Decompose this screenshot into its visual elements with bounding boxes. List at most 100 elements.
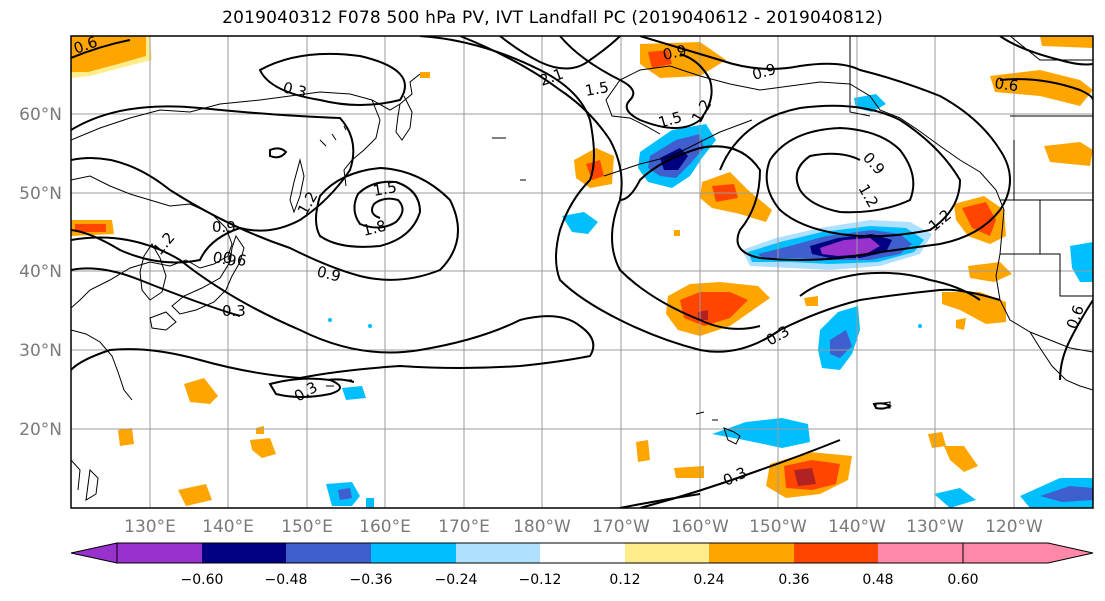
positive-anomaly-region	[420, 72, 430, 78]
contour-label: 1.5	[372, 178, 399, 200]
colorbar-tick-label: −0.48	[265, 572, 308, 588]
colorbar-swatch	[540, 543, 625, 563]
colorbar-tick-label: 0.60	[947, 572, 978, 588]
negative-anomaly-region	[562, 212, 598, 234]
colorbar-tick-label: −0.12	[519, 572, 562, 588]
colorbar-tick-label: 0.36	[778, 572, 809, 588]
positive-anomaly-region	[680, 292, 748, 326]
lon-tick-label: 140°E	[202, 517, 254, 537]
colorbar-tick-label: 0.24	[693, 572, 724, 588]
negative-anomaly-region	[366, 498, 374, 508]
negative-anomaly-region	[830, 330, 852, 358]
positive-anomaly-region	[256, 426, 264, 434]
negative-anomaly-region	[1070, 242, 1093, 282]
contour-label: 0.6	[221, 248, 248, 270]
positive-anomaly-region	[674, 466, 704, 478]
negative-anomaly-region	[918, 324, 922, 328]
lon-tick-label: 160°W	[671, 517, 729, 537]
lon-tick-label: 170°W	[592, 517, 650, 537]
contour-label: 0.9	[661, 41, 688, 64]
colorbar-swatch	[625, 543, 709, 563]
contour-labels: 0.6 0.3 0.9 1.5 2.1 1.5 0.9 1.2 0.9 1.2 …	[71, 36, 1088, 490]
lon-tick-label: 150°E	[281, 517, 333, 537]
colorbar-tick-label: −0.24	[435, 572, 478, 588]
contour-label: 0.9	[315, 262, 343, 285]
map-plot-area: 0.6 0.3 0.9 1.5 2.1 1.5 0.9 1.2 0.9 1.2 …	[71, 36, 1093, 508]
contour-label: 0.9	[212, 218, 236, 236]
lon-tick-label: 120°W	[985, 517, 1043, 537]
negative-anomaly-region	[934, 488, 976, 508]
positive-anomaly-region	[648, 50, 672, 68]
political-borders	[849, 36, 1093, 297]
positive-anomaly-region	[944, 446, 978, 472]
colorbar-swatch	[117, 543, 202, 563]
negative-anomaly-region	[820, 238, 880, 256]
negative-anomaly-region	[338, 488, 352, 500]
contour-label: 0.9	[211, 248, 238, 270]
negative-anomaly-region	[712, 418, 810, 448]
lon-axis: 130°E 140°E 150°E 160°E 170°E 180°W 170°…	[124, 517, 1043, 537]
colorbar-swatch	[371, 543, 456, 563]
pv-contours	[71, 36, 1093, 508]
colorbar-extend-high	[962, 542, 1094, 564]
positive-anomaly-region	[184, 378, 218, 404]
lat-tick-label: 40°N	[19, 262, 62, 282]
lon-tick-label: 150°W	[749, 517, 807, 537]
colorbar-extend-low	[70, 542, 118, 564]
negative-anomaly-region	[328, 318, 332, 322]
positive-anomaly-region	[804, 296, 818, 306]
positive-anomaly-region	[178, 484, 212, 506]
positive-anomaly-region	[636, 440, 650, 462]
negative-anomaly-region	[368, 324, 372, 328]
positive-anomaly-region	[250, 438, 276, 458]
positive-anomaly-region	[674, 230, 680, 236]
colorbar-swatch	[286, 543, 371, 563]
positive-anomaly-region	[1040, 36, 1093, 48]
colorbar-tick-label: 0.48	[862, 572, 893, 588]
lon-tick-label: 180°W	[513, 517, 571, 537]
positive-anomaly-region	[118, 428, 134, 446]
map-title: 2019040312 F078 500 hPa PV, IVT Landfall…	[222, 8, 883, 28]
map-frame	[70, 35, 1094, 509]
positive-anomaly-region	[75, 224, 106, 232]
lat-tick-label: 20°N	[19, 420, 62, 440]
negative-anomaly-region	[342, 386, 366, 400]
positive-anomaly-region	[956, 318, 966, 330]
positive-anomaly-region	[794, 468, 816, 486]
contour-label: 0.9	[750, 60, 778, 84]
lon-tick-label: 160°E	[359, 517, 411, 537]
colorbar: −0.60 −0.48 −0.36 −0.24 −0.12 0.12 0.24 …	[70, 542, 1094, 588]
colorbar-tick-label: 0.12	[609, 572, 640, 588]
negative-anomaly-region	[1040, 486, 1093, 502]
contour-label: 1.5	[584, 78, 611, 100]
lat-tick-label: 30°N	[19, 341, 62, 361]
colorbar-swatch	[878, 543, 963, 563]
positive-anomaly-region	[942, 292, 1006, 324]
contour-label: 1.8	[361, 217, 389, 240]
positive-anomaly-region	[928, 432, 946, 448]
shaded-anomalies	[71, 36, 1093, 508]
contour-label: 0.6	[993, 74, 1019, 95]
coastlines	[71, 65, 1093, 501]
colorbar-swatch	[709, 543, 794, 563]
lon-tick-label: 130°W	[906, 517, 964, 537]
colorbar-swatch	[456, 543, 540, 563]
contour-label: 0.3	[281, 78, 309, 101]
lat-axis: 60°N 50°N 40°N 30°N 20°N	[19, 105, 62, 440]
positive-anomaly-region	[586, 160, 604, 180]
colorbar-swatch	[202, 543, 286, 563]
contour-label: 1.5	[656, 108, 684, 132]
colorbar-tick-label: −0.60	[181, 572, 224, 588]
colorbar-tick-label: −0.36	[350, 572, 393, 588]
positive-anomaly-region	[1044, 142, 1093, 166]
contour-label: 0.3	[222, 302, 246, 320]
lon-tick-label: 140°W	[828, 517, 886, 537]
negative-anomaly-region	[660, 148, 688, 170]
positive-anomaly-region	[962, 202, 996, 236]
lon-tick-label: 170°E	[438, 517, 490, 537]
positive-anomaly-region	[71, 36, 146, 72]
colorbar-swatch	[794, 543, 878, 563]
lat-tick-label: 60°N	[19, 105, 62, 125]
lat-tick-label: 50°N	[19, 184, 62, 204]
